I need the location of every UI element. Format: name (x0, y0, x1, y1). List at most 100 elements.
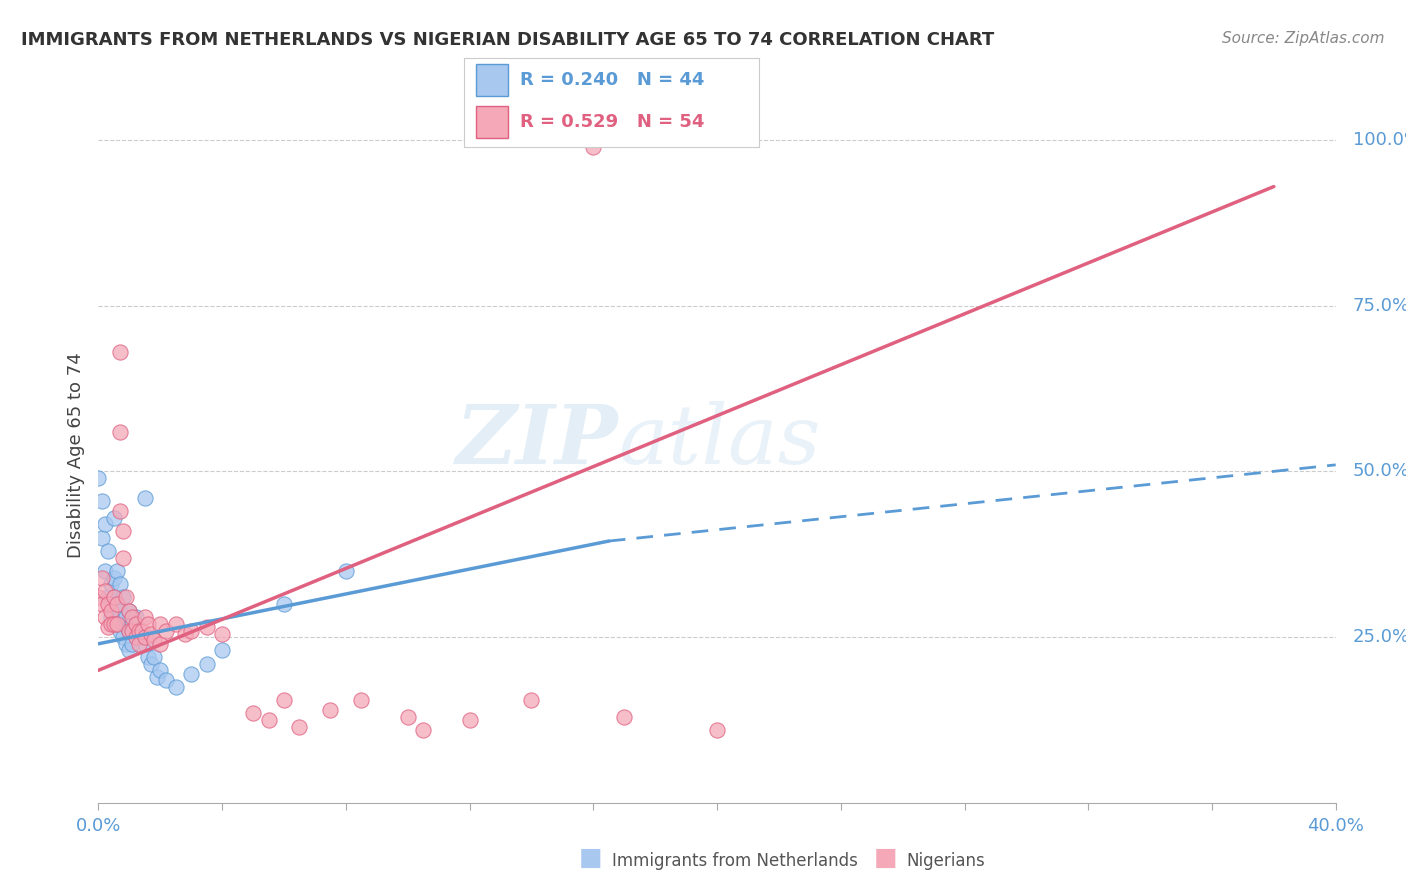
Text: IMMIGRANTS FROM NETHERLANDS VS NIGERIAN DISABILITY AGE 65 TO 74 CORRELATION CHAR: IMMIGRANTS FROM NETHERLANDS VS NIGERIAN … (21, 31, 994, 49)
Point (180, 666, 202, 681)
Point (288, 720, 311, 734)
Point (180, 624, 202, 638)
Point (155, 624, 177, 638)
Point (124, 630, 146, 644)
Point (90, 597, 112, 611)
Point (121, 637, 143, 651)
Point (128, 624, 150, 638)
Bar (475, 64, 509, 96)
Point (124, 610, 146, 624)
Point (100, 616, 122, 631)
Point (257, 713, 280, 727)
Point (108, 425, 131, 439)
Point (273, 597, 295, 611)
Point (143, 633, 166, 648)
Point (520, 693, 543, 707)
Point (115, 637, 138, 651)
Point (118, 643, 141, 657)
Point (97, 591, 120, 605)
Point (131, 630, 153, 644)
Point (128, 624, 150, 638)
Point (350, 693, 373, 707)
Text: ZIP: ZIP (456, 401, 619, 481)
Text: ■: ■ (579, 846, 602, 870)
Point (108, 504, 131, 518)
Point (93, 610, 115, 624)
Text: Nigerians: Nigerians (907, 852, 986, 870)
Point (319, 703, 342, 717)
Point (134, 637, 156, 651)
Point (273, 693, 295, 707)
Point (97, 620, 120, 634)
Text: ■: ■ (875, 846, 897, 870)
Point (97, 597, 120, 611)
Point (118, 604, 141, 618)
Point (396, 709, 419, 723)
Point (105, 616, 128, 631)
Point (121, 624, 143, 638)
Point (582, 140, 605, 154)
Point (87, 591, 110, 605)
Bar (475, 106, 509, 138)
Point (87, 471, 110, 485)
Point (146, 670, 169, 684)
Point (139, 657, 162, 671)
Point (108, 624, 131, 638)
Text: R = 0.240   N = 44: R = 0.240 N = 44 (520, 70, 704, 89)
Point (105, 564, 128, 578)
Point (118, 624, 141, 638)
Point (165, 616, 187, 631)
Point (706, 723, 728, 737)
Point (100, 577, 122, 591)
Y-axis label: Disability Age 65 to 74: Disability Age 65 to 74 (66, 352, 84, 558)
Point (134, 610, 156, 624)
Point (149, 637, 172, 651)
Point (155, 673, 177, 688)
Point (103, 570, 125, 584)
Point (458, 713, 481, 727)
Point (93, 564, 115, 578)
Point (112, 524, 135, 538)
Point (90, 531, 112, 545)
Point (115, 610, 138, 624)
Point (100, 604, 122, 618)
Point (195, 620, 218, 634)
Point (128, 637, 150, 651)
Point (211, 643, 233, 657)
Point (149, 616, 172, 631)
Point (105, 597, 128, 611)
Point (103, 616, 125, 631)
Point (115, 591, 138, 605)
Point (103, 591, 125, 605)
Point (134, 491, 156, 505)
Point (165, 680, 187, 694)
Point (121, 616, 143, 631)
Point (112, 630, 135, 644)
Point (242, 706, 264, 721)
Point (335, 564, 357, 578)
Text: atlas: atlas (619, 401, 821, 481)
Point (124, 616, 146, 631)
Point (174, 627, 197, 641)
Point (613, 709, 636, 723)
Point (90, 570, 112, 584)
Point (103, 591, 125, 605)
Text: Source: ZipAtlas.com: Source: ZipAtlas.com (1222, 31, 1385, 46)
Point (108, 345, 131, 359)
Point (134, 630, 156, 644)
Point (105, 597, 128, 611)
Point (103, 511, 125, 525)
Point (195, 657, 218, 671)
Point (100, 610, 122, 624)
Text: R = 0.529   N = 54: R = 0.529 N = 54 (520, 112, 704, 131)
Text: 75.0%: 75.0% (1353, 297, 1406, 315)
Point (131, 624, 153, 638)
Point (118, 604, 141, 618)
Point (139, 627, 162, 641)
Point (93, 517, 115, 532)
Point (112, 550, 135, 565)
Point (149, 663, 172, 677)
Point (97, 544, 120, 558)
Point (143, 650, 166, 665)
Point (93, 583, 115, 598)
